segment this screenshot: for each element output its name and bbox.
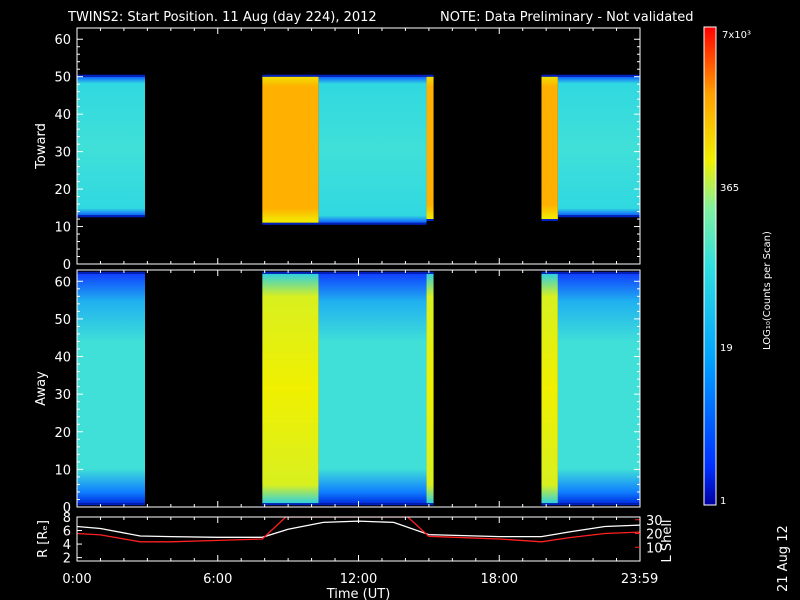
r-distance-line bbox=[77, 520, 640, 538]
y-tick-label-10: 10 bbox=[54, 221, 71, 236]
heatmap-interval-3 bbox=[426, 273, 434, 504]
heatmap-interval-0 bbox=[77, 273, 146, 504]
heatmap-fringe-bottom-3 bbox=[426, 503, 434, 506]
y-axis-label-toward: Toward bbox=[34, 123, 49, 170]
y-tick-label-60: 60 bbox=[54, 275, 71, 290]
colorbar-top-label: 7x10³ bbox=[722, 30, 751, 41]
heatmap-fringe-bottom-5 bbox=[557, 215, 640, 218]
x-tick-label-4: 23:59 bbox=[621, 572, 658, 587]
heatmap-fringe-top-4 bbox=[541, 271, 558, 274]
colorbar-label-1: 1 bbox=[720, 496, 726, 507]
heatmap-interval-5 bbox=[557, 76, 640, 216]
orbit-y-tick-label-4: 4 bbox=[63, 538, 71, 553]
colorbar-label-365: 365 bbox=[720, 183, 739, 194]
heatmap-interval-2 bbox=[318, 273, 427, 504]
y-tick-label-20: 20 bbox=[54, 426, 71, 441]
heatmap-fringe-bottom-3 bbox=[426, 219, 434, 222]
heatmap-fringe-bottom-0 bbox=[77, 503, 146, 506]
heatmap-fringe-bottom-1 bbox=[262, 222, 319, 225]
chart-note: NOTE: Data Preliminary - Not validated bbox=[440, 10, 694, 25]
heatmap-fringe-top-5 bbox=[557, 271, 640, 274]
heatmap-fringe-top-5 bbox=[557, 74, 640, 77]
x-tick-label-2: 12:00 bbox=[340, 572, 377, 587]
orbit-y-axis-label-right: L Shell bbox=[660, 519, 675, 562]
heatmap-interval-5 bbox=[557, 273, 640, 504]
colorbar-gradient bbox=[703, 26, 717, 506]
orbit-y-axis-label: R [Rₑ] bbox=[36, 520, 51, 558]
y-tick-label-60: 60 bbox=[54, 33, 71, 48]
heatmap-fringe-top-4 bbox=[541, 74, 558, 77]
heatmap-fringe-bottom-4 bbox=[541, 503, 558, 506]
colorbar-axis-title: LOG₁₀(Counts per Scan) bbox=[762, 231, 773, 350]
heatmap-fringe-bottom-5 bbox=[557, 503, 640, 506]
x-tick-label-0: 0:00 bbox=[62, 572, 91, 587]
heatmap-fringe-bottom-2 bbox=[318, 503, 427, 506]
x-tick-label-1: 6:00 bbox=[203, 572, 232, 587]
colorbar-label-19: 19 bbox=[720, 343, 733, 354]
heatmap-interval-1 bbox=[262, 76, 319, 223]
y-tick-label-50: 50 bbox=[54, 71, 71, 86]
heatmap-fringe-bottom-4 bbox=[541, 219, 558, 222]
x-tick-label-3: 18:00 bbox=[481, 572, 518, 587]
heatmap-interval-4 bbox=[541, 273, 558, 504]
y-axis-label-away: Away bbox=[34, 371, 49, 406]
y-tick-label-40: 40 bbox=[54, 351, 71, 366]
y-tick-label-20: 20 bbox=[54, 183, 71, 198]
heatmap-fringe-top-0 bbox=[77, 74, 146, 77]
heatmap-interval-1 bbox=[262, 273, 319, 504]
heatmap-interval-3 bbox=[426, 76, 434, 220]
heatmap-fringe-top-0 bbox=[77, 271, 146, 274]
toward-panel: 0 10 20 30 40 50 60 Toward bbox=[34, 27, 641, 273]
away-panel: 0 10 20 30 40 50 60 Away bbox=[34, 269, 641, 516]
orbit-y-tick-label-6: 6 bbox=[63, 525, 71, 540]
y-tick-label-10: 10 bbox=[54, 463, 71, 478]
y-tick-label-0: 0 bbox=[63, 501, 71, 516]
x-axis-title: Time (UT) bbox=[326, 587, 391, 600]
chart-title: TWINS2: Start Position. 11 Aug (day 224)… bbox=[67, 10, 377, 25]
heatmap-interval-4 bbox=[541, 76, 558, 220]
date-stamp: 21 Aug 12 bbox=[776, 525, 791, 592]
colorbar: 7x10³ 365 19 1 LOG₁₀(Counts per Scan) bbox=[703, 26, 773, 507]
y-tick-label-30: 30 bbox=[54, 146, 71, 161]
y-tick-label-0: 0 bbox=[63, 258, 71, 273]
heatmap-fringe-top-2 bbox=[318, 271, 427, 274]
heatmap-fringe-top-1 bbox=[262, 271, 319, 274]
heatmap-fringe-bottom-0 bbox=[77, 215, 146, 218]
heatmap-fringe-bottom-2 bbox=[318, 222, 427, 225]
heatmap-interval-0 bbox=[77, 76, 146, 216]
heatmap-fringe-top-3 bbox=[426, 271, 434, 274]
orbit-yr-tick-label-30: 30 bbox=[646, 514, 663, 529]
heatmap-fringe-top-2 bbox=[318, 74, 427, 77]
y-tick-label-50: 50 bbox=[54, 313, 71, 328]
heatmap-fringe-bottom-1 bbox=[262, 503, 319, 506]
heatmap-fringe-top-3 bbox=[426, 74, 434, 77]
orbit-y-tick-label-8: 8 bbox=[63, 511, 71, 526]
orbit-y-tick-label-2: 2 bbox=[63, 552, 71, 567]
y-tick-label-40: 40 bbox=[54, 108, 71, 123]
orbit-yr-tick-label-20: 20 bbox=[646, 528, 663, 543]
heatmap-interval-2 bbox=[318, 76, 427, 223]
heatmap-fringe-top-1 bbox=[262, 74, 319, 77]
orbit-yr-tick-label-10: 10 bbox=[646, 541, 663, 556]
l-shell-line bbox=[77, 517, 640, 543]
orbit-background bbox=[77, 517, 640, 561]
y-tick-label-30: 30 bbox=[54, 388, 71, 403]
